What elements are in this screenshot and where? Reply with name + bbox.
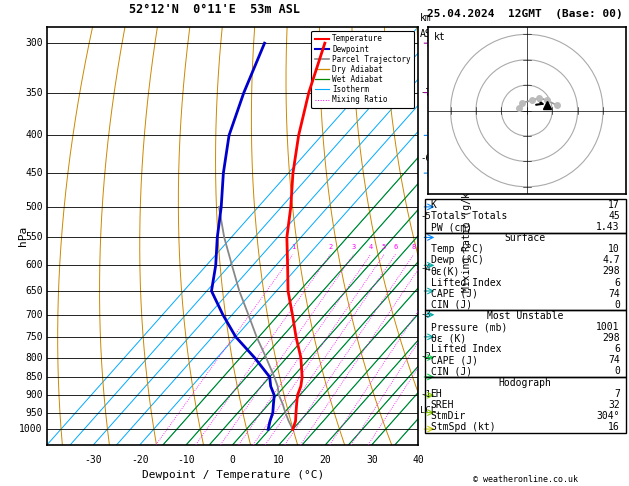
Text: θε(K): θε(K) [431, 266, 460, 277]
Text: -1: -1 [420, 390, 431, 399]
Text: 8: 8 [411, 244, 416, 250]
Text: 1000: 1000 [19, 424, 43, 434]
Text: -4: -4 [420, 264, 431, 273]
Text: Pressure (mb): Pressure (mb) [431, 322, 507, 332]
Text: -2: -2 [420, 352, 431, 361]
Text: -6: -6 [420, 154, 431, 163]
Text: EH: EH [431, 389, 442, 399]
Text: 6: 6 [614, 278, 620, 288]
Text: 400: 400 [25, 130, 43, 140]
Text: 74: 74 [608, 289, 620, 299]
Text: 850: 850 [25, 372, 43, 382]
Text: -5: -5 [420, 212, 431, 221]
Text: 40: 40 [413, 455, 424, 465]
Text: 800: 800 [25, 352, 43, 363]
Text: 6: 6 [614, 344, 620, 354]
Text: 3: 3 [352, 244, 355, 250]
Text: 25.04.2024  12GMT  (Base: 00): 25.04.2024 12GMT (Base: 00) [427, 9, 623, 19]
Text: Dewpoint / Temperature (°C): Dewpoint / Temperature (°C) [142, 470, 324, 480]
Text: PW (cm): PW (cm) [431, 222, 472, 232]
Text: K: K [431, 200, 437, 210]
Text: StmSpd (kt): StmSpd (kt) [431, 422, 495, 432]
Text: CIN (J): CIN (J) [431, 300, 472, 310]
Text: © weatheronline.co.uk: © weatheronline.co.uk [473, 474, 577, 484]
Text: 900: 900 [25, 390, 43, 400]
Text: 52°12'N  0°11'E  53m ASL: 52°12'N 0°11'E 53m ASL [129, 3, 299, 17]
Text: 16: 16 [608, 422, 620, 432]
Bar [425, 233, 626, 311]
Text: -3: -3 [420, 310, 431, 319]
Text: 4.7: 4.7 [602, 255, 620, 265]
Text: -7: -7 [420, 88, 431, 97]
Text: 5: 5 [382, 244, 386, 250]
Text: hPa: hPa [18, 226, 28, 246]
Text: 950: 950 [25, 408, 43, 417]
Text: -30: -30 [85, 455, 103, 465]
Text: Mixing Ratio (g/kg): Mixing Ratio (g/kg) [462, 180, 472, 292]
Text: 30: 30 [366, 455, 378, 465]
Text: 750: 750 [25, 332, 43, 342]
Text: Totals Totals: Totals Totals [431, 211, 507, 221]
Bar [425, 199, 626, 233]
Text: 0: 0 [614, 366, 620, 377]
Legend: Temperature, Dewpoint, Parcel Trajectory, Dry Adiabat, Wet Adiabat, Isotherm, Mi: Temperature, Dewpoint, Parcel Trajectory… [311, 31, 415, 108]
Text: 17: 17 [608, 200, 620, 210]
Text: LCL: LCL [420, 406, 437, 415]
Text: 32: 32 [608, 400, 620, 410]
Text: 304°: 304° [596, 411, 620, 421]
Text: 10: 10 [608, 244, 620, 254]
Text: SREH: SREH [431, 400, 454, 410]
Text: 7: 7 [614, 389, 620, 399]
Text: 350: 350 [25, 87, 43, 98]
Text: 600: 600 [25, 260, 43, 270]
Text: 2: 2 [328, 244, 333, 250]
Text: 1: 1 [291, 244, 295, 250]
Text: 1.43: 1.43 [596, 222, 620, 232]
Bar [425, 377, 626, 433]
Text: 20: 20 [320, 455, 331, 465]
Text: 298: 298 [602, 266, 620, 277]
Text: 500: 500 [25, 202, 43, 212]
Text: CAPE (J): CAPE (J) [431, 289, 477, 299]
Text: -20: -20 [131, 455, 149, 465]
Text: ASL: ASL [420, 29, 438, 39]
Text: θε (K): θε (K) [431, 333, 466, 343]
Text: 0: 0 [230, 455, 236, 465]
Text: Hodograph: Hodograph [499, 378, 552, 387]
Text: 450: 450 [25, 168, 43, 178]
Text: Dewp (°C): Dewp (°C) [431, 255, 484, 265]
Text: 4: 4 [369, 244, 372, 250]
Text: 6: 6 [393, 244, 398, 250]
Text: km: km [420, 13, 432, 22]
Text: CAPE (J): CAPE (J) [431, 355, 477, 365]
Text: Surface: Surface [504, 233, 546, 243]
Text: Lifted Index: Lifted Index [431, 344, 501, 354]
Text: 45: 45 [608, 211, 620, 221]
Text: Lifted Index: Lifted Index [431, 278, 501, 288]
Text: 74: 74 [608, 355, 620, 365]
Text: 1001: 1001 [596, 322, 620, 332]
Text: kt: kt [433, 32, 445, 42]
Bar [425, 311, 626, 377]
Text: 300: 300 [25, 38, 43, 48]
Text: 298: 298 [602, 333, 620, 343]
Text: CIN (J): CIN (J) [431, 366, 472, 377]
Text: 700: 700 [25, 310, 43, 320]
Text: -10: -10 [177, 455, 195, 465]
Text: 650: 650 [25, 286, 43, 296]
Text: Most Unstable: Most Unstable [487, 311, 564, 321]
Text: StmDir: StmDir [431, 411, 466, 421]
Text: 0: 0 [614, 300, 620, 310]
Text: Temp (°C): Temp (°C) [431, 244, 484, 254]
Text: 550: 550 [25, 232, 43, 243]
Text: 10: 10 [273, 455, 285, 465]
